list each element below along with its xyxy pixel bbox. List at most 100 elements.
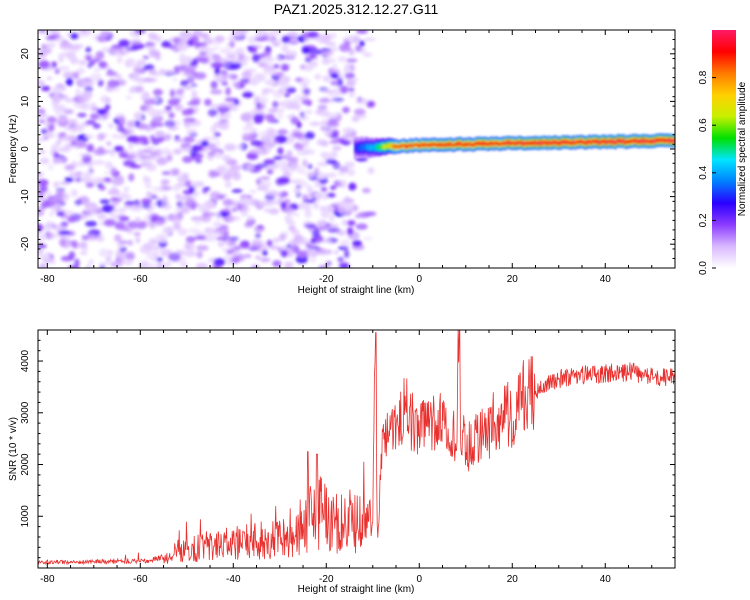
noise-cell bbox=[186, 128, 197, 135]
noise-cell bbox=[101, 47, 110, 53]
noise-cell bbox=[339, 207, 346, 215]
noise-cell bbox=[307, 248, 319, 257]
noise-cell bbox=[38, 114, 49, 118]
signal-cell bbox=[500, 141, 503, 146]
signal-cell bbox=[629, 139, 632, 144]
signal-cell bbox=[635, 138, 638, 143]
noise-cell bbox=[311, 229, 321, 238]
noise-cell bbox=[264, 141, 276, 149]
noise-cell bbox=[242, 58, 248, 67]
noise-cell bbox=[82, 171, 93, 177]
noise-cell bbox=[142, 174, 149, 181]
noise-cell bbox=[115, 253, 126, 258]
spectrogram-y-label: Frequency (Hz) bbox=[8, 115, 19, 184]
noise-cell bbox=[128, 173, 135, 182]
noise-cell bbox=[171, 168, 180, 176]
noise-cell bbox=[339, 180, 346, 184]
noise-cell bbox=[113, 175, 125, 181]
noise-cell bbox=[326, 120, 340, 128]
noise-cell bbox=[244, 253, 252, 259]
noise-cell bbox=[224, 143, 237, 152]
noise-cell bbox=[173, 222, 181, 231]
noise-cell bbox=[252, 44, 263, 49]
y-tick-label: 20 bbox=[20, 48, 31, 60]
noise-cell bbox=[118, 134, 128, 139]
noise-cell bbox=[316, 173, 327, 180]
noise-cell bbox=[58, 230, 71, 235]
noise-cell bbox=[348, 91, 356, 98]
signal-cell bbox=[612, 140, 616, 145]
noise-cell bbox=[260, 91, 269, 96]
signal-cell bbox=[619, 139, 622, 143]
noise-cell bbox=[63, 108, 74, 115]
noise-cell bbox=[81, 234, 90, 241]
signal-cell bbox=[458, 141, 461, 146]
signal-cell bbox=[453, 143, 456, 147]
signal-cell bbox=[375, 144, 378, 150]
noise-cell bbox=[235, 47, 246, 54]
noise-cell bbox=[48, 30, 56, 33]
y-tick-label: 2000 bbox=[20, 453, 31, 476]
noise-cell bbox=[116, 145, 125, 153]
signal-cell bbox=[585, 141, 588, 145]
noise-cell bbox=[100, 30, 110, 36]
noise-cell bbox=[305, 109, 313, 114]
noise-cell bbox=[336, 77, 343, 87]
signal-cell bbox=[645, 138, 648, 143]
noise-cell bbox=[313, 191, 324, 199]
noise-cell bbox=[248, 148, 262, 154]
signal-cell bbox=[367, 144, 370, 151]
noise-cell bbox=[98, 60, 108, 69]
y-tick-label: 4000 bbox=[20, 349, 31, 372]
signal-cell bbox=[438, 143, 441, 147]
signal-cell bbox=[414, 143, 417, 147]
noise-cell bbox=[257, 97, 269, 105]
noise-cell bbox=[52, 157, 64, 164]
signal-cell bbox=[407, 144, 411, 148]
noise-cell bbox=[38, 223, 44, 232]
signal-cell bbox=[385, 144, 388, 150]
noise-cell bbox=[356, 96, 363, 102]
signal-cell bbox=[445, 142, 448, 147]
noise-cell bbox=[127, 239, 133, 246]
noise-cell bbox=[134, 85, 144, 93]
noise-cell bbox=[124, 129, 130, 136]
noise-cell bbox=[216, 211, 222, 221]
noise-cell bbox=[352, 240, 363, 247]
signal-cell bbox=[495, 141, 498, 146]
signal-cell bbox=[669, 138, 673, 143]
noise-cell bbox=[126, 46, 138, 52]
signal-cell bbox=[621, 139, 624, 144]
signal-cell bbox=[490, 141, 494, 145]
signal-cell bbox=[658, 138, 661, 143]
signal-cell bbox=[543, 140, 546, 145]
noise-cell bbox=[88, 235, 102, 241]
signal-cell bbox=[536, 141, 539, 146]
noise-cell bbox=[104, 104, 111, 111]
noise-cell bbox=[315, 109, 323, 115]
noise-cell bbox=[139, 220, 147, 229]
signal-cell bbox=[583, 140, 586, 145]
noise-cell bbox=[280, 249, 289, 258]
signal-cell bbox=[556, 141, 559, 146]
noise-cell bbox=[105, 161, 113, 170]
noise-cell bbox=[64, 210, 75, 216]
noise-cell bbox=[303, 65, 314, 72]
noise-cell bbox=[126, 135, 140, 143]
noise-cell bbox=[291, 229, 300, 236]
noise-cell bbox=[222, 172, 232, 181]
signal-cell bbox=[433, 142, 437, 147]
signal-cell bbox=[567, 140, 570, 144]
noise-cell bbox=[118, 39, 130, 48]
signal-cell bbox=[639, 139, 642, 144]
snr-x-label: Height of straight line (km) bbox=[298, 584, 415, 595]
signal-cell bbox=[510, 141, 513, 146]
noise-cell bbox=[167, 98, 180, 106]
noise-cell bbox=[178, 172, 190, 179]
signal-cell bbox=[479, 141, 482, 146]
noise-cell bbox=[210, 89, 223, 95]
noise-cell bbox=[268, 208, 280, 215]
noise-cell bbox=[46, 116, 57, 124]
noise-cell bbox=[280, 201, 286, 210]
noise-cell bbox=[280, 164, 290, 172]
